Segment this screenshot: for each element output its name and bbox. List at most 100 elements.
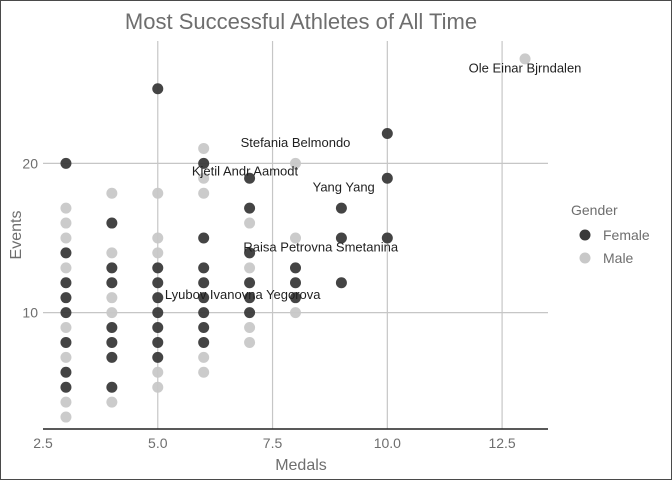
data-point-female: [198, 157, 210, 169]
data-point-female: [198, 262, 210, 274]
data-point-female: [244, 202, 256, 214]
data-point-male: [152, 247, 164, 259]
data-point-male: [290, 232, 301, 244]
data-point-female: [152, 351, 164, 363]
x-tick-label: 12.5: [488, 435, 515, 451]
legend: Gender Female Male: [571, 202, 650, 266]
data-point-female: [152, 262, 164, 274]
athlete-label: Yang Yang: [313, 180, 375, 195]
data-point-male: [152, 366, 164, 378]
data-point-male: [60, 232, 72, 244]
data-point-female: [152, 277, 164, 289]
data-point-female: [60, 366, 72, 378]
y-tick-label: 10: [22, 305, 38, 321]
data-point-female: [244, 307, 256, 319]
athlete-label: Ole Einar Bjrndalen: [469, 60, 582, 75]
data-point-male: [60, 411, 72, 423]
legend-label-female: Female: [603, 227, 650, 243]
data-point-female: [198, 277, 210, 289]
data-point-male: [60, 351, 72, 363]
x-tick-label: 2.5: [33, 435, 53, 451]
data-point-male: [152, 187, 164, 199]
chart-title: Most Successful Athletes of All Time: [125, 9, 477, 34]
data-point-female: [152, 292, 164, 304]
data-point-female: [60, 307, 72, 319]
x-tick-label: 7.5: [263, 435, 283, 451]
data-point-male: [60, 396, 72, 408]
data-point-female: [381, 172, 393, 184]
data-point-male: [198, 142, 210, 154]
data-point-male: [244, 217, 256, 229]
y-tick-label: 20: [22, 155, 38, 171]
data-point-male: [60, 322, 72, 334]
data-point-female: [198, 336, 210, 348]
x-tick-label: 10.0: [374, 435, 401, 451]
data-point-female: [152, 336, 164, 348]
data-point-male: [60, 202, 72, 214]
data-point-female: [106, 217, 118, 229]
data-point-male: [244, 262, 256, 274]
data-point-male: [106, 187, 118, 199]
data-point-female: [198, 232, 210, 244]
data-point-female: [106, 277, 118, 289]
data-point-male: [519, 53, 531, 65]
data-points: [60, 53, 531, 423]
athlete-label: Lyubov Ivanovna Yegorova: [165, 287, 321, 302]
data-point-female: [244, 247, 256, 259]
data-point-female: [106, 336, 118, 348]
data-point-male: [60, 217, 72, 229]
legend-title: Gender: [571, 202, 618, 218]
x-tick-label: 5.0: [148, 435, 168, 451]
data-point-female: [381, 232, 393, 244]
data-point-male: [152, 232, 164, 244]
axes: 2.5 5.0 7.5 10.0 12.5 10 20: [22, 155, 548, 451]
data-point-female: [60, 336, 72, 348]
legend-label-male: Male: [603, 250, 634, 266]
data-point-female: [244, 292, 256, 304]
legend-key-female: [579, 229, 591, 241]
data-point-female: [106, 381, 118, 393]
data-point-female: [198, 322, 210, 334]
data-point-female: [106, 322, 118, 334]
data-point-male: [198, 187, 210, 199]
data-point-female: [290, 277, 301, 289]
data-point-female: [290, 262, 301, 274]
data-point-male: [106, 307, 118, 319]
data-point-female: [198, 292, 210, 304]
data-point-female: [244, 277, 256, 289]
data-point-female: [198, 307, 210, 319]
data-point-female: [152, 307, 164, 319]
data-point-female: [60, 157, 72, 169]
data-point-male: [290, 307, 301, 319]
data-point-male: [106, 292, 118, 304]
data-point-male: [106, 396, 118, 408]
data-point-female: [244, 172, 256, 184]
data-point-female: [335, 232, 347, 244]
data-point-male: [60, 262, 72, 274]
data-point-male: [106, 247, 118, 259]
data-point-male: [152, 381, 164, 393]
data-point-female: [60, 247, 72, 259]
data-point-female: [381, 128, 393, 140]
data-point-male: [244, 322, 256, 334]
data-point-female: [335, 202, 347, 214]
data-point-female: [335, 277, 347, 289]
athlete-label: Stefania Belmondo: [241, 135, 351, 150]
data-point-male: [198, 366, 210, 378]
y-axis-title: Events: [8, 211, 25, 260]
athlete-label: Raisa Petrovna Smetanina: [243, 239, 398, 254]
data-point-female: [152, 83, 164, 95]
data-point-female: [60, 292, 72, 304]
athlete-label: Kjetil Andr Aamodt: [192, 163, 299, 178]
data-point-female: [106, 262, 118, 274]
data-point-male: [198, 172, 210, 184]
data-point-male: [290, 157, 301, 169]
data-point-female: [60, 381, 72, 393]
x-axis-title: Medals: [275, 457, 327, 474]
data-point-female: [152, 322, 164, 334]
data-point-female: [106, 351, 118, 363]
data-point-male: [244, 336, 256, 348]
legend-key-male: [579, 252, 591, 264]
